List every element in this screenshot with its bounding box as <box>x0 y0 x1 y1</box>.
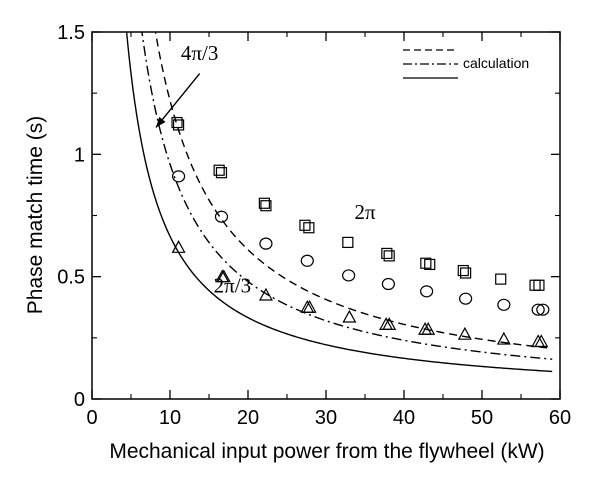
triangle-marker <box>302 299 317 313</box>
x-tick-label: 30 <box>315 407 337 429</box>
triangle-marker <box>382 317 397 330</box>
y-axis-title: Phase match time (s) <box>24 116 47 314</box>
triangle-marker <box>258 287 273 301</box>
circle-marker <box>531 303 545 316</box>
square-marker <box>495 273 507 285</box>
curve-dash-dot <box>141 32 553 360</box>
annotations: 4π/3 2π 2π/3 <box>155 41 376 298</box>
circle-marker <box>459 292 473 305</box>
arrow-head <box>155 116 166 128</box>
curve-annotation: 2π <box>354 200 376 224</box>
legend: calculation <box>403 49 529 79</box>
y-tick-label: 1.5 <box>57 22 85 44</box>
square-marker <box>529 279 541 291</box>
circle-marker <box>300 254 314 267</box>
square-marker <box>258 197 270 209</box>
square-marker <box>383 250 395 262</box>
axis-ticks <box>91 31 561 400</box>
square-marker <box>299 219 311 231</box>
square-marker <box>460 267 472 279</box>
curve-dashed <box>154 32 553 350</box>
x-tick-label: 10 <box>159 407 181 429</box>
triangle-marker <box>421 322 436 335</box>
square-marker <box>303 222 315 234</box>
triangle-marker <box>496 331 511 345</box>
square-marker <box>260 200 272 212</box>
square-marker <box>213 164 225 176</box>
circle-marker <box>536 303 550 316</box>
triangle-marker <box>534 334 549 348</box>
data-points <box>171 116 550 348</box>
curve-annotation: 4π/3 <box>181 41 218 65</box>
annotation-arrow <box>155 73 201 128</box>
square-marker <box>171 116 183 129</box>
curve-annotation: 2π/3 <box>214 274 251 298</box>
square-marker <box>424 258 436 271</box>
y-tick-label: 0.5 <box>57 267 85 289</box>
circle-marker <box>381 277 395 291</box>
triangle-marker <box>171 240 186 253</box>
square-marker <box>420 257 432 269</box>
legend-label: calculation <box>463 55 529 71</box>
curve-solid <box>125 32 553 373</box>
x-tick-label: 40 <box>393 407 415 429</box>
circle-marker <box>214 210 229 223</box>
triangle-marker <box>457 326 472 340</box>
calculation-curves <box>125 32 553 373</box>
circle-marker <box>171 170 186 183</box>
square-marker <box>172 119 185 131</box>
y-tick-label: 0 <box>74 389 85 411</box>
circle-marker <box>342 269 356 282</box>
circle-marker <box>497 298 511 311</box>
square-marker <box>533 279 545 291</box>
square-marker <box>215 167 228 179</box>
x-tick-label: 50 <box>471 407 493 429</box>
triangle-marker <box>342 309 357 323</box>
x-tick-label: 20 <box>237 407 259 429</box>
x-tick-label: 60 <box>549 407 571 429</box>
triangle-marker <box>216 269 231 283</box>
x-tick-label: 0 <box>86 407 97 429</box>
circle-marker <box>420 285 434 298</box>
square-marker <box>342 236 354 249</box>
square-marker <box>457 264 469 277</box>
circle-marker <box>259 237 273 250</box>
x-axis-title: Mechanical input power from the flywheel… <box>109 440 544 463</box>
y-tick-label: 1 <box>74 144 85 166</box>
square-marker <box>381 247 393 260</box>
plot-frame <box>91 31 561 400</box>
tick-labels: 0 10 20 30 40 50 60 0 0.5 1 1.5 <box>57 22 571 429</box>
